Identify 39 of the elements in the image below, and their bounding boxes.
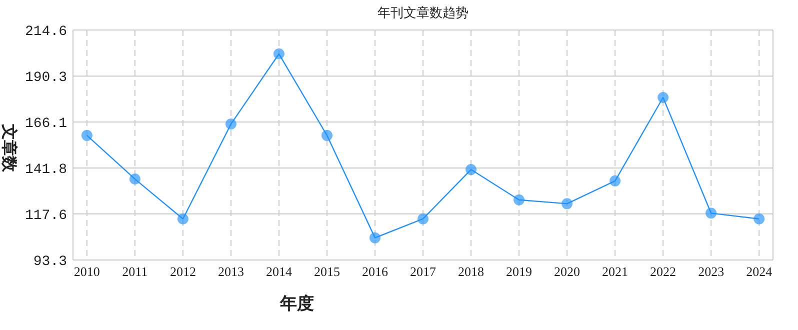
x-tick-label: 2020 <box>554 264 580 279</box>
y-tick-label: 166.1 <box>24 116 67 132</box>
x-tick-label: 2015 <box>314 264 340 279</box>
x-tick-label: 2011 <box>122 264 148 279</box>
x-tick-label: 2018 <box>458 264 484 279</box>
point <box>273 48 284 60</box>
point <box>706 208 717 219</box>
x-axis-title: 年度 <box>279 294 314 314</box>
point <box>466 164 477 176</box>
point <box>81 130 92 141</box>
x-tick-label: 2013 <box>218 264 244 279</box>
point <box>754 213 765 224</box>
point <box>658 92 669 103</box>
point <box>369 232 380 244</box>
point <box>321 130 332 141</box>
x-tick-label: 2024 <box>746 264 773 279</box>
point <box>225 118 236 130</box>
point <box>514 194 525 206</box>
y-tick-label: 214.6 <box>24 24 67 40</box>
x-tick-label: 2021 <box>602 264 628 279</box>
point <box>418 213 428 224</box>
point <box>129 174 140 185</box>
y-tick-label: 141.8 <box>24 162 67 178</box>
point <box>610 175 621 186</box>
x-tick-label: 2012 <box>170 264 196 279</box>
y-tick-label: 190.3 <box>24 70 67 86</box>
y-axis-title: 文章数 <box>0 123 19 173</box>
y-tick-label: 93.3 <box>33 254 67 270</box>
x-tick-label: 2010 <box>74 264 100 279</box>
chart-title: 年刊文章数趋势 <box>378 6 468 21</box>
y-tick-label: 117.6 <box>24 208 67 224</box>
point <box>562 198 573 210</box>
x-tick-label: 2014 <box>266 264 292 279</box>
x-tick-label: 2023 <box>698 264 724 279</box>
x-tick-label: 2022 <box>650 264 676 279</box>
x-tick-label: 2016 <box>362 264 388 279</box>
x-tick-label: 2017 <box>410 264 436 279</box>
point <box>177 213 188 224</box>
x-tick-label: 2019 <box>506 264 532 279</box>
